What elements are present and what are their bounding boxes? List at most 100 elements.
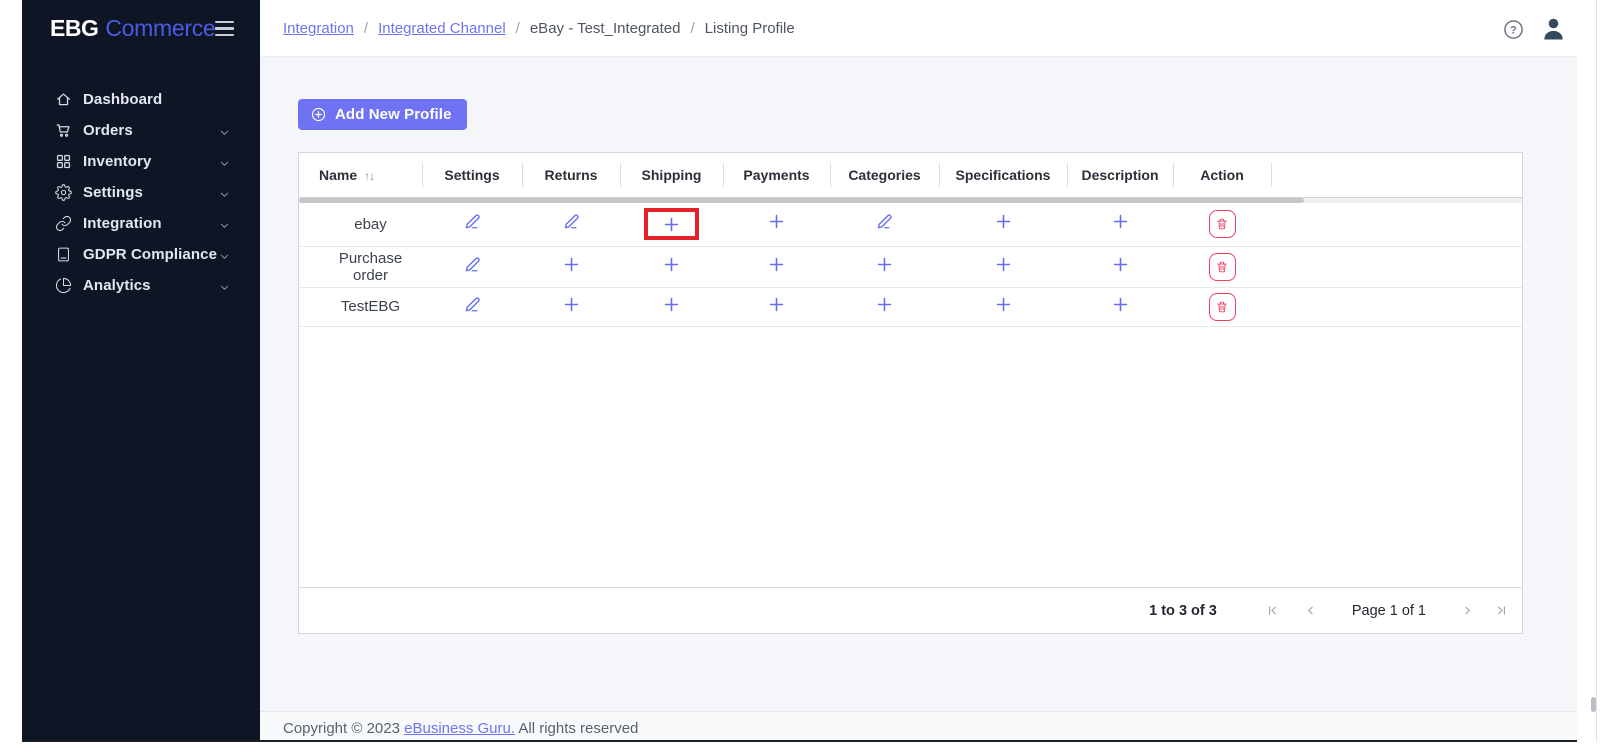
sidebar-item-label: Dashboard [83,91,163,108]
breadcrumb-separator: / [363,20,369,37]
sidebar-item-analytics[interactable]: Analytics [22,270,260,301]
sidebar-item-label: Orders [83,122,133,139]
table-row: TestEBG [299,287,1522,327]
edit-icon[interactable] [463,255,482,274]
sidebar-item-dashboard[interactable]: Dashboard [22,84,260,115]
horizontal-scrollbar-thumb[interactable] [299,197,1304,203]
add-new-profile-label: Add New Profile [335,106,452,123]
home-icon [57,93,70,106]
add-icon[interactable] [662,295,681,314]
last-page-icon[interactable] [1490,600,1512,622]
add-icon[interactable] [1111,255,1130,274]
svg-text:?: ? [1510,24,1517,36]
table-row: ebay [299,203,1522,247]
edit-icon[interactable] [463,212,482,231]
sidebar-item-label: Inventory [83,153,152,170]
chevron-down-icon [219,249,230,260]
pie-chart-icon [55,277,72,294]
add-icon[interactable] [562,255,581,274]
add-icon[interactable] [994,212,1013,231]
sidebar-nav: Dashboard Orders Inventory Settings Inte… [22,84,260,301]
add-icon[interactable] [875,255,894,274]
copyright-text: Copyright © 2023 [283,720,405,737]
pagination-page-label: Page 1 of 1 [1351,602,1426,619]
add-icon[interactable] [644,208,699,241]
add-new-profile-button[interactable]: Add New Profile [298,99,467,130]
user-avatar-icon[interactable] [1541,16,1566,41]
column-header-filler [1271,153,1522,198]
rights-text: All rights reserved [515,720,639,737]
edit-icon[interactable] [463,295,482,314]
logo: EBG Commerce [22,0,260,57]
breadcrumb-separator: / [515,20,520,37]
column-header-categories: Categories [830,153,939,198]
top-header: Integration / Integrated Channel / eBay … [260,0,1577,57]
help-icon[interactable]: ? [1503,19,1524,40]
sidebar-item-label: Integration [83,215,162,232]
table-horizontal-scrollbar [299,197,1522,203]
breadcrumb-link-integrated-channel[interactable]: Integrated Channel [378,20,506,37]
sidebar-item-inventory[interactable]: Inventory [22,146,260,177]
delete-icon[interactable] [1208,292,1236,321]
first-page-icon[interactable] [1262,600,1284,622]
add-icon[interactable] [662,255,681,274]
column-header-action: Action [1173,153,1271,198]
breadcrumb-item-current: Listing Profile [704,20,795,37]
delete-icon[interactable] [1208,210,1236,239]
delete-icon[interactable] [1208,252,1236,281]
sidebar-item-orders[interactable]: Orders [22,115,260,146]
breadcrumb-item-channel-name: eBay - Test_Integrated [529,20,681,37]
profile-name-cell: Purchase order [299,246,422,288]
vertical-scrollbar-track[interactable] [1596,0,1601,742]
sidebar-item-gdpr-compliance[interactable]: GDPR Compliance [22,239,260,270]
next-page-icon[interactable] [1456,600,1478,622]
hamburger-menu-icon[interactable] [215,20,234,37]
table-row: Purchase order [299,246,1522,288]
footer: Copyright © 2023 eBusiness Guru. All rig… [260,711,1577,740]
sort-icons[interactable]: ↑↓ [364,168,375,183]
column-header-specifications: Specifications [939,153,1067,198]
column-header-settings: Settings [422,153,522,198]
add-icon[interactable] [875,295,894,314]
app-window: EBG Commerce Dashboard Orders Inventory … [22,0,1577,742]
footer-ebusiness-guru-link[interactable]: eBusiness Guru. [404,720,516,737]
profile-name-cell: ebay [299,203,422,247]
add-icon[interactable] [767,295,786,314]
column-header-name[interactable]: Name ↑↓ [299,153,422,198]
sidebar-item-integration[interactable]: Integration [22,208,260,239]
sidebar-item-label: Settings [83,184,143,201]
add-icon[interactable] [562,295,581,314]
edit-icon[interactable] [562,212,581,231]
sidebar-item-label: Analytics [83,277,151,294]
add-icon[interactable] [767,255,786,274]
column-header-returns: Returns [522,153,620,198]
add-icon[interactable] [994,295,1013,314]
sidebar-item-settings[interactable]: Settings [22,177,260,208]
main-content: Add New Profile Name ↑↓ Settings Returns … [260,57,1577,713]
breadcrumb-separator: / [690,20,695,37]
add-icon[interactable] [1111,212,1130,231]
gear-icon [55,184,72,201]
pagination-bar: 1 to 3 of 3 Page 1 of 1 [299,587,1522,633]
chevron-down-icon [219,187,230,198]
profile-name-cell: TestEBG [299,287,422,327]
previous-page-icon[interactable] [1300,600,1322,622]
brand-accent: Commerce [105,15,216,41]
vertical-scrollbar-thumb[interactable] [1591,697,1596,712]
breadcrumb-link-integration[interactable]: Integration [283,20,354,37]
pagination-range-label: 1 to 3 of 3 [1149,602,1217,619]
chevron-down-icon [219,218,230,229]
sidebar-item-label: GDPR Compliance [83,246,218,263]
column-header-shipping: Shipping [620,153,723,198]
table-header-row: Name ↑↓ Settings Returns Shipping Payment… [299,153,1522,198]
chevron-down-icon [219,280,230,291]
add-icon[interactable] [1111,295,1130,314]
add-icon[interactable] [994,255,1013,274]
edit-icon[interactable] [875,212,894,231]
column-header-description: Description [1067,153,1173,198]
chevron-down-icon [219,156,230,167]
sidebar: EBG Commerce Dashboard Orders Inventory … [22,0,260,740]
listing-profile-table-card: Name ↑↓ Settings Returns Shipping Payment… [298,152,1523,634]
breadcrumb: Integration / Integrated Channel / eBay … [283,0,795,57]
add-icon[interactable] [767,212,786,231]
